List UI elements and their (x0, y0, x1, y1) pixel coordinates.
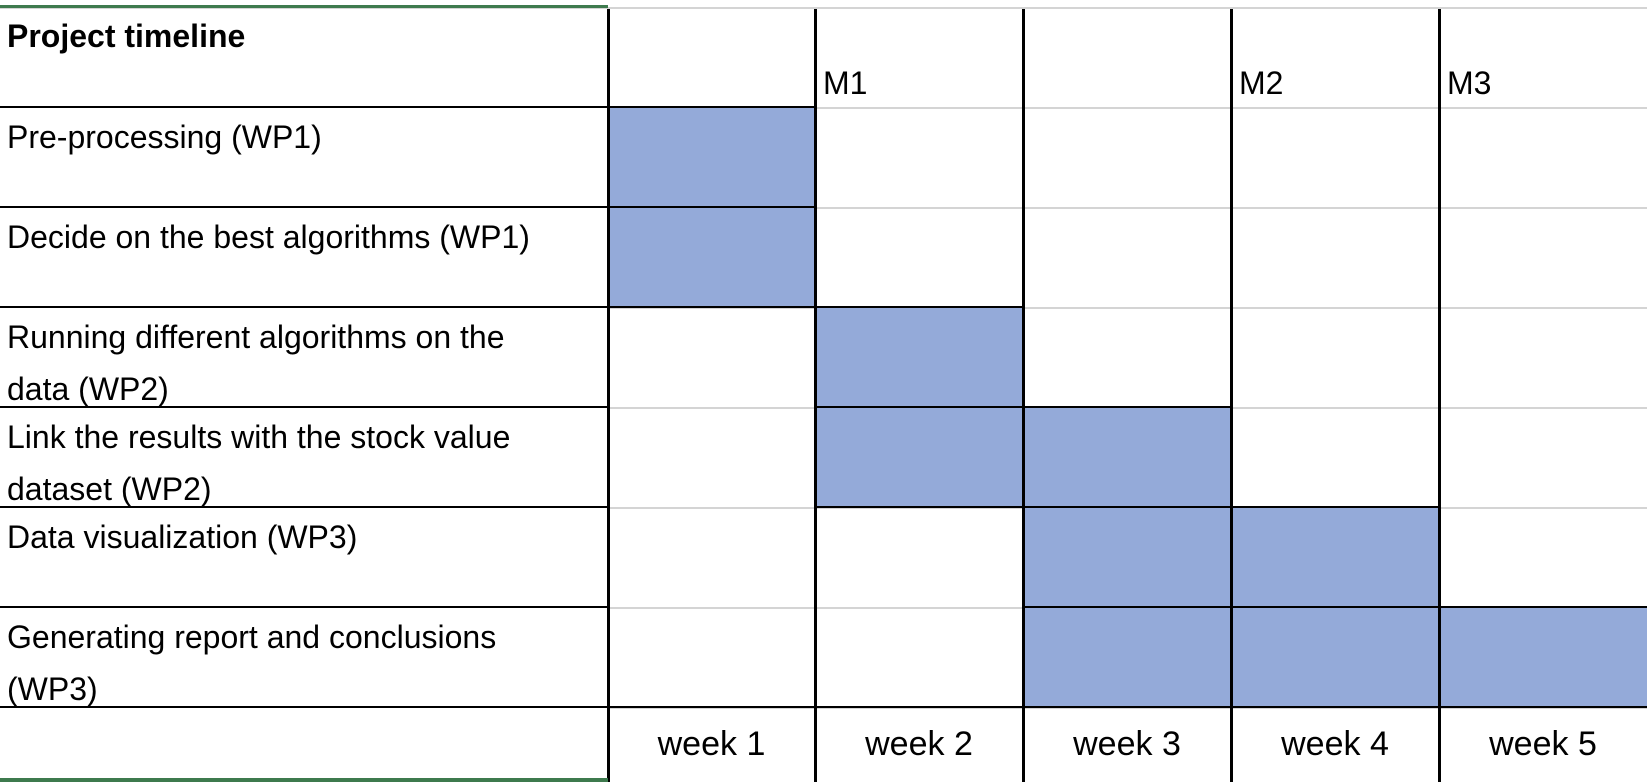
task-bar-cell[interactable] (608, 207, 815, 307)
bar-border-top (815, 406, 1023, 408)
task-bar-cell[interactable] (1231, 507, 1439, 607)
week-label: week 1 (657, 725, 766, 763)
task-label: Running different algorithms on the (7, 319, 505, 355)
milestone-label: M3 (1447, 65, 1492, 101)
task-bar-cell[interactable] (1439, 607, 1647, 707)
task-label: Generating report and conclusions (7, 619, 497, 655)
task-bar-cell[interactable] (815, 407, 1023, 507)
task-bar-cell[interactable] (1231, 607, 1439, 707)
task-label: dataset (WP2) (7, 471, 212, 507)
task-label: data (WP2) (7, 371, 169, 407)
bar-border-top (1439, 606, 1647, 608)
milestone-label: M2 (1239, 65, 1284, 101)
frame-accent-top (0, 5, 608, 8)
task-label: Link the results with the stock value (7, 419, 511, 455)
gridline-row (608, 707, 1647, 709)
week-label: week 5 (1489, 725, 1597, 763)
gridline-row (608, 207, 1647, 209)
bar-border-top (815, 306, 1023, 308)
bar-border-bottom (608, 306, 815, 308)
milestone-label: M1 (823, 65, 868, 101)
bar-border-top (1023, 506, 1231, 508)
gridline-row (608, 307, 1647, 309)
row-border (0, 506, 608, 508)
bar-border-top (1231, 606, 1439, 608)
bar-border-bottom (815, 506, 1023, 508)
task-bar-cell[interactable] (608, 107, 815, 207)
gridline-row (608, 107, 1647, 109)
week-label: week 2 (865, 725, 973, 763)
column-border (1438, 7, 1441, 782)
week-label: week 3 (1073, 725, 1181, 763)
row-border (0, 606, 608, 608)
column-border (814, 7, 817, 782)
column-border (1022, 7, 1025, 782)
task-bar-cell[interactable] (1023, 507, 1231, 607)
bar-border-top (608, 106, 815, 108)
task-label: Data visualization (WP3) (7, 519, 358, 555)
task-label: Decide on the best algorithms (WP1) (7, 219, 530, 255)
column-border (607, 7, 610, 782)
row-border (0, 306, 608, 308)
week-row-border (0, 706, 1647, 708)
week-label: week 4 (1281, 725, 1389, 763)
task-bar-cell[interactable] (1023, 407, 1231, 507)
row-border (0, 106, 608, 108)
task-label: Pre-processing (WP1) (7, 119, 322, 155)
column-border (1230, 7, 1233, 782)
row-border (0, 206, 608, 208)
task-label: (WP3) (7, 671, 98, 707)
bar-border-top (608, 206, 815, 208)
frame-accent-bottom (0, 778, 608, 782)
task-bar-cell[interactable] (815, 307, 1023, 407)
task-bar-cell[interactable] (1023, 607, 1231, 707)
bar-border-top (1023, 606, 1231, 608)
sheet-title: Project timeline (7, 18, 246, 54)
row-border (0, 406, 608, 408)
bar-border-top (1023, 406, 1231, 408)
bar-border-top (1231, 506, 1439, 508)
sheet-top-border (0, 7, 1647, 9)
